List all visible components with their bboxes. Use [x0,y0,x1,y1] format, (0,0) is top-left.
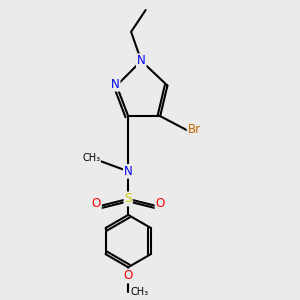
Text: N: N [124,165,133,178]
Text: N: N [111,78,119,91]
Text: N: N [137,54,146,68]
Text: O: O [92,197,101,210]
Text: O: O [155,197,165,210]
Text: CH₃: CH₃ [82,153,100,163]
Text: S: S [124,192,132,206]
Text: Br: Br [188,123,201,136]
Text: O: O [124,269,133,282]
Text: CH₃: CH₃ [130,287,148,297]
